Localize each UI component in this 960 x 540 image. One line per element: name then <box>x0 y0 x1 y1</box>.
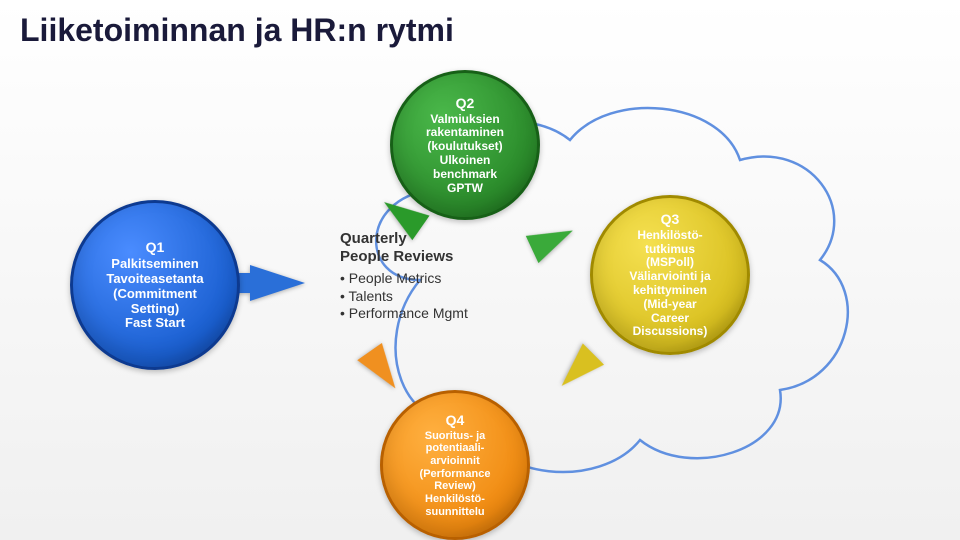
q2-text: rakentaminen <box>426 126 504 140</box>
q2-text: benchmark <box>433 168 497 182</box>
q4-text: suunnittelu <box>425 506 484 519</box>
q4-label: Q4 <box>446 412 465 428</box>
center-bullet: Performance Mgmt <box>340 305 520 323</box>
q1-text: Palkitseminen <box>111 257 198 272</box>
q2-label: Q2 <box>456 95 475 111</box>
q3-text: Discussions) <box>633 325 708 339</box>
q3-text: (Mid-year <box>643 298 696 312</box>
q3-circle: Q3 Henkilöstö- tutkimus (MSPoll) Väliarv… <box>590 195 750 355</box>
q3-text: Väliarviointi ja <box>629 270 710 284</box>
q3-text: (MSPoll) <box>646 256 694 270</box>
q2-text: GPTW <box>447 182 483 196</box>
center-bullet: Talents <box>340 288 520 306</box>
q4-text: (Performance <box>420 468 491 481</box>
q4-circle: Q4 Suoritus- ja potentiaali- arvioinnit … <box>380 390 530 540</box>
q3-label: Q3 <box>661 211 680 227</box>
q4-text: Henkilöstö- <box>425 493 485 506</box>
q4-text: arvioinnit <box>430 455 480 468</box>
q3-text: Henkilöstö- <box>637 229 702 243</box>
center-bullet: People Metrics <box>340 270 520 288</box>
q3-text: Career <box>651 312 689 326</box>
q2-text: (koulutukset) <box>427 140 502 154</box>
center-box: Quarterly People Reviews People Metrics … <box>340 230 520 323</box>
q1-text: Setting) <box>131 302 179 317</box>
center-bullets: People Metrics Talents Performance Mgmt <box>340 270 520 323</box>
q2-circle: Q2 Valmiuksien rakentaminen (koulutukset… <box>390 70 540 220</box>
q1-text: (Commitment <box>113 287 197 302</box>
q4-text: Suoritus- ja <box>425 430 486 443</box>
center-heading: People Reviews <box>340 248 520 266</box>
q1-circle: Q1 Palkitseminen Tavoiteasetanta (Commit… <box>70 200 240 370</box>
q1-text: Fast Start <box>125 316 185 331</box>
q3-text: kehittyminen <box>633 284 707 298</box>
q1-text: Tavoiteasetanta <box>106 272 203 287</box>
q4-text: Review) <box>434 480 476 493</box>
q1-label: Q1 <box>146 239 165 255</box>
page-title: Liiketoiminnan ja HR:n rytmi <box>20 12 454 49</box>
q3-text: tutkimus <box>645 243 695 257</box>
q2-text: Ulkoinen <box>440 154 491 168</box>
arrow-q1-to-center <box>250 265 305 301</box>
center-heading: Quarterly <box>340 230 520 248</box>
q4-text: potentiaali- <box>426 442 485 455</box>
q2-text: Valmiuksien <box>430 113 499 127</box>
